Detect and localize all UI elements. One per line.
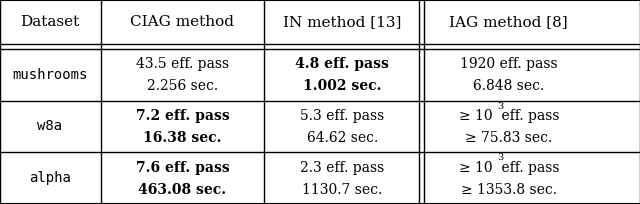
Text: alpha: alpha [29, 171, 71, 185]
Text: ≥ 10  eff. pass: ≥ 10 eff. pass [458, 161, 559, 175]
Text: 2.256 sec.: 2.256 sec. [147, 79, 218, 93]
Text: 7.2 eff. pass: 7.2 eff. pass [136, 109, 229, 123]
Text: ≥ 1353.8 sec.: ≥ 1353.8 sec. [461, 183, 557, 196]
Text: 4.8 eff. pass: 4.8 eff. pass [296, 58, 389, 71]
Text: CIAG method: CIAG method [131, 15, 234, 29]
Text: mushrooms: mushrooms [12, 68, 88, 82]
Text: IN method [13]: IN method [13] [284, 15, 401, 29]
Text: IAG method [8]: IAG method [8] [449, 15, 568, 29]
Text: ≥ 10  eff. pass: ≥ 10 eff. pass [458, 109, 559, 123]
Text: Dataset: Dataset [20, 15, 79, 29]
Text: 64.62 sec.: 64.62 sec. [307, 131, 378, 145]
Text: 1130.7 sec.: 1130.7 sec. [302, 183, 383, 196]
Text: 1920 eff. pass: 1920 eff. pass [460, 58, 557, 71]
Text: 463.08 sec.: 463.08 sec. [138, 183, 227, 196]
Text: w8a: w8a [37, 120, 63, 133]
Text: 43.5 eff. pass: 43.5 eff. pass [136, 58, 229, 71]
Text: 6.848 sec.: 6.848 sec. [473, 79, 545, 93]
Text: 5.3 eff. pass: 5.3 eff. pass [300, 109, 385, 123]
Text: ≥ 75.83 sec.: ≥ 75.83 sec. [465, 131, 552, 145]
Text: 3: 3 [498, 153, 504, 162]
Text: 1.002 sec.: 1.002 sec. [303, 79, 381, 93]
Text: 7.6 eff. pass: 7.6 eff. pass [136, 161, 229, 175]
Text: 16.38 sec.: 16.38 sec. [143, 131, 221, 145]
Text: 3: 3 [498, 102, 504, 111]
Text: 2.3 eff. pass: 2.3 eff. pass [300, 161, 385, 175]
